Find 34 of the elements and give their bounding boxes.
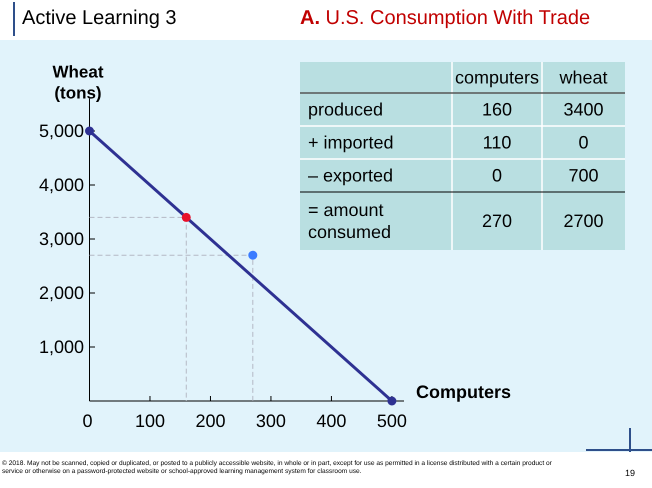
text: 19	[624, 468, 636, 478]
text: wheat	[558, 68, 608, 88]
text: 160	[482, 100, 512, 120]
x-tick-label: 200	[195, 411, 226, 431]
text: 0	[492, 166, 502, 186]
text: 270	[482, 211, 512, 231]
point	[387, 396, 396, 406]
text: 700	[568, 166, 599, 186]
x-axis-title: Computers	[416, 382, 512, 402]
point	[85, 126, 94, 136]
text: computers	[454, 68, 540, 88]
point	[248, 250, 258, 260]
annotation: – exported	[308, 166, 394, 186]
x-tick-label: 400	[316, 411, 346, 431]
y-tick-label: 1,000	[38, 337, 84, 357]
point	[182, 212, 191, 222]
x-tick-label: 500	[376, 411, 407, 431]
text: 3400	[563, 100, 604, 120]
text: 110	[482, 132, 512, 152]
text: 2700	[563, 211, 604, 231]
x-tick-label: 100	[134, 411, 166, 431]
y-axis-title: Wheat (tons)	[52, 62, 104, 102]
annotation: = amount consumed	[308, 200, 392, 242]
chart-title: Active Learning 3	[22, 7, 177, 29]
x-tick-label: 300	[256, 411, 286, 431]
text: 0	[578, 132, 589, 152]
y-tick-label: 5,000	[38, 121, 84, 141]
y-tick-label: 3,000	[38, 229, 84, 249]
y-tick-label: 4,000	[38, 175, 84, 195]
text: A. U.S. Consumption With Trade	[300, 7, 590, 29]
annotation: + imported	[308, 132, 394, 152]
x-tick-label: 0	[82, 411, 93, 431]
y-tick-label: 2,000	[38, 283, 84, 303]
annotation: produced	[308, 100, 384, 120]
